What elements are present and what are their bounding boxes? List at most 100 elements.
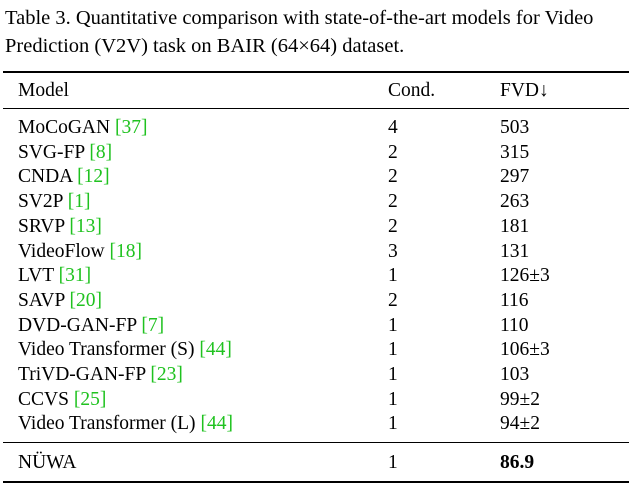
fvd-cell: 106±3 [500, 339, 550, 361]
model-cell: Video Transformer (S) [44] [18, 338, 232, 362]
fvd-cell: 99±2 [500, 388, 540, 410]
citation-link[interactable]: [13] [69, 215, 102, 237]
table-row: SVG-FP [8] 2 315 [0, 141, 632, 165]
model-name: SV2P [18, 191, 63, 213]
citation-number: 12 [83, 166, 104, 188]
citation-number: 31 [65, 265, 85, 287]
table-row: LVT [31] 1 126±3 [0, 264, 632, 288]
citation-link[interactable]: [1] [67, 191, 91, 213]
model-cell: SVG-FP [8] [18, 141, 112, 165]
fvd-cell: 181 [500, 215, 530, 237]
fvd-cell: 103 [500, 364, 530, 385]
citation-number: 44 [206, 413, 227, 435]
citation-number: 44 [205, 339, 226, 361]
table-row: SAVP [20] 2 116 [0, 289, 632, 313]
top-rule [3, 71, 629, 73]
model-name: VideoFlow [18, 240, 105, 262]
citation-number: 37 [121, 117, 141, 138]
model-cell: TriVD-GAN-FP [23] [18, 363, 183, 387]
cond-cell: 4 [388, 117, 398, 138]
header-row: Model Cond. FVD↓ [0, 79, 632, 103]
cond-cell: 3 [388, 240, 398, 262]
cond-cell: 1 [388, 265, 398, 287]
citation-number: 1 [74, 191, 84, 213]
citation-number: 18 [115, 240, 136, 262]
header-cond: Cond. [388, 80, 436, 101]
citation-link[interactable]: [37] [114, 117, 148, 138]
fvd-cell: 110 [500, 314, 529, 336]
table-row: VideoFlow [18] 3 131 [0, 240, 632, 264]
cond-cell: 1 [388, 388, 398, 410]
model-cell: LVT [31] [18, 264, 91, 288]
table-row: Video Transformer (S) [44] 1 106±3 [0, 338, 632, 362]
final-cond: 1 [388, 452, 398, 473]
citation-link[interactable]: [23] [150, 364, 183, 385]
citation-link[interactable]: [25] [73, 388, 107, 410]
model-cell: DVD-GAN-FP [7] [18, 314, 164, 338]
model-name: CNDA [18, 166, 73, 188]
model-cell: VideoFlow [18] [18, 240, 142, 264]
model-cell: SV2P [1] [18, 190, 90, 214]
header-fvd: FVD↓ [500, 80, 549, 101]
table-row: SRVP [13] 2 181 [0, 215, 632, 239]
citation-link[interactable]: [20] [69, 289, 103, 311]
model-cell: Video Transformer (L) [44] [18, 412, 233, 436]
citation-link[interactable]: [44] [199, 339, 232, 361]
table-row: Video Transformer (L) [44] 1 94±2 [0, 412, 632, 436]
final-model: NÜWA [18, 452, 77, 473]
model-name: SRVP [18, 215, 65, 237]
fvd-cell: 94±2 [500, 413, 540, 435]
cond-cell: 2 [388, 141, 398, 163]
model-name: TriVD-GAN-FP [18, 364, 146, 385]
citation-link[interactable]: [18] [109, 240, 142, 262]
model-cell: MoCoGAN [37] [18, 116, 147, 140]
fvd-cell: 131 [500, 240, 530, 262]
citation-link[interactable]: [12] [77, 166, 110, 188]
fvd-cell: 263 [500, 191, 530, 213]
fvd-cell: 116 [500, 289, 529, 311]
citation-link[interactable]: [8] [89, 141, 113, 163]
citation-link[interactable]: [44] [200, 413, 233, 435]
cond-cell: 2 [388, 215, 398, 237]
table-row: CCVS [25] 1 99±2 [0, 388, 632, 412]
model-name: Video Transformer (L) [18, 413, 196, 435]
model-name: CCVS [18, 388, 69, 410]
table-row: SV2P [1] 2 263 [0, 190, 632, 214]
cond-cell: 2 [388, 191, 398, 213]
model-name: LVT [18, 265, 54, 287]
table-row: CNDA [12] 2 297 [0, 165, 632, 189]
model-cell: CCVS [25] [18, 388, 106, 412]
citation-link[interactable]: [7] [141, 314, 165, 336]
citation-number: 13 [75, 215, 96, 237]
model-name: MoCoGAN [18, 117, 111, 138]
cond-cell: 1 [388, 339, 398, 361]
model-cell: SAVP [20] [18, 289, 102, 313]
model-cell: CNDA [12] [18, 165, 110, 189]
citation-number: 25 [80, 388, 100, 410]
cond-cell: 2 [388, 289, 398, 311]
fvd-cell: 503 [500, 117, 530, 138]
final-fvd: 86.9 [500, 452, 535, 473]
bottom-rule [3, 481, 629, 483]
cond-cell: 1 [388, 413, 398, 435]
model-name: Video Transformer (S) [18, 339, 195, 361]
model-name: DVD-GAN-FP [18, 314, 137, 336]
header-model: Model [18, 80, 69, 101]
cond-cell: 2 [388, 166, 398, 188]
citation-number: 20 [76, 289, 96, 311]
citation-link[interactable]: [31] [58, 265, 92, 287]
cond-cell: 1 [388, 364, 398, 385]
table-row: DVD-GAN-FP [7] 1 110 [0, 314, 632, 338]
table-caption: Table 3. Quantitative comparison with st… [5, 7, 594, 57]
citation-number: 8 [95, 141, 106, 163]
cond-cell: 1 [388, 314, 398, 336]
citation-number: 7 [147, 314, 158, 336]
fvd-cell: 126±3 [500, 265, 550, 287]
fvd-cell: 315 [500, 141, 530, 163]
model-cell: SRVP [13] [18, 215, 102, 239]
final-row: NÜWA 1 86.9 [0, 451, 632, 475]
model-name: SVG-FP [18, 141, 85, 163]
mid-rule [3, 442, 629, 443]
model-name: SAVP [18, 289, 65, 311]
citation-number: 23 [156, 364, 177, 385]
